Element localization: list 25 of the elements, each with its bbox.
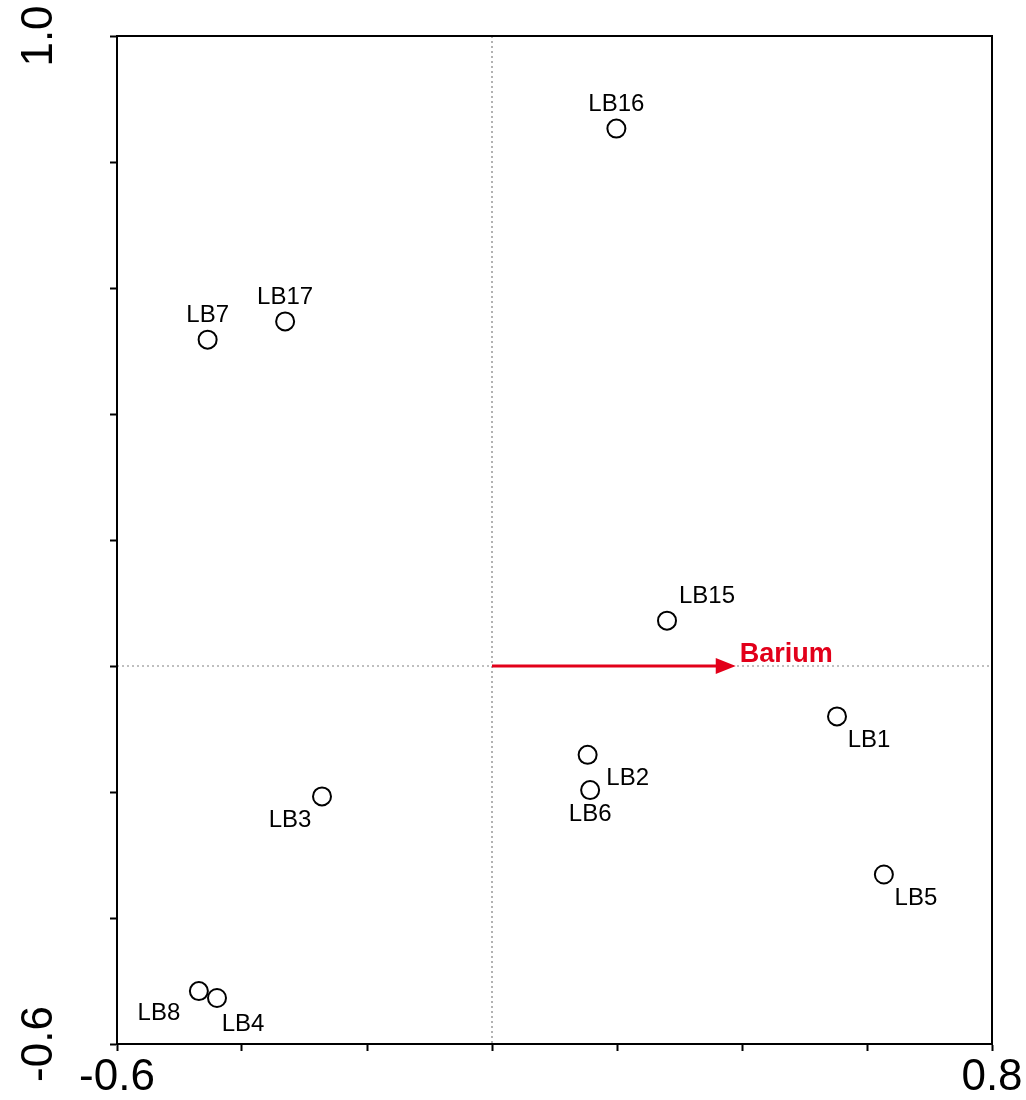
annotation: LB8 bbox=[137, 997, 181, 1025]
point bbox=[657, 610, 677, 631]
point bbox=[873, 864, 894, 885]
point bbox=[207, 988, 227, 1009]
point bbox=[188, 981, 209, 1002]
annotation: LB16 bbox=[588, 89, 645, 117]
annotation: LB3 bbox=[268, 805, 312, 833]
y-tick-label: 1.0 bbox=[12, 5, 62, 67]
point bbox=[577, 744, 598, 765]
annotation: LB15 bbox=[678, 581, 736, 609]
annotation: LB5 bbox=[894, 883, 938, 911]
annotation: Barium bbox=[739, 638, 833, 669]
annotation: LB2 bbox=[606, 763, 649, 791]
point bbox=[275, 311, 296, 332]
annotation: LB4 bbox=[221, 1008, 265, 1036]
x-tick-label: 0.8 bbox=[961, 1049, 1023, 1099]
point bbox=[606, 118, 627, 139]
point bbox=[827, 706, 847, 727]
point bbox=[312, 786, 332, 807]
point bbox=[580, 780, 601, 801]
annotation: LB6 bbox=[568, 798, 612, 826]
annotation: LB1 bbox=[847, 725, 891, 753]
annotation: LB17 bbox=[257, 282, 314, 310]
annotation: LB7 bbox=[186, 300, 229, 328]
point bbox=[197, 329, 218, 350]
